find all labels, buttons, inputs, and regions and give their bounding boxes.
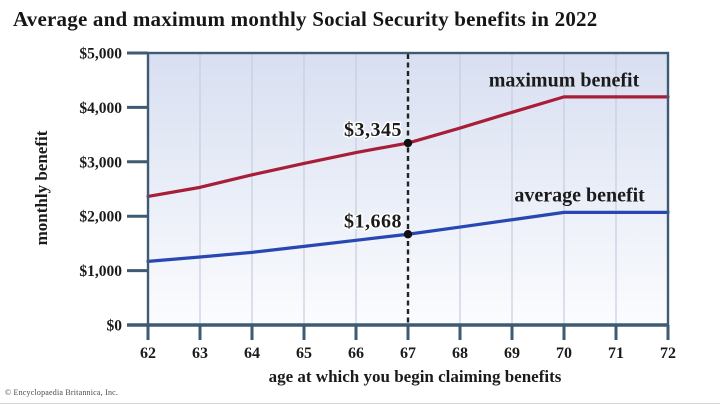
x-tick-label-72: 72 xyxy=(660,345,676,362)
x-tick-label-70: 70 xyxy=(556,345,572,362)
annotation-label-3345: $3,345 xyxy=(344,119,402,141)
data-point-marker-1668 xyxy=(403,230,413,239)
x-tick-label-68: 68 xyxy=(452,345,468,362)
x-axis-title: age at which you begin claiming benefits xyxy=(269,367,562,386)
axis-labels: $0 $1,000 $2,000 $3,000 $4,000 $5,000 62 63 64 65… xyxy=(32,46,676,387)
x-tick-label-66: 66 xyxy=(348,345,364,362)
series-label-maximum-benefit: maximum benefit xyxy=(489,70,640,92)
x-tick-label-71: 71 xyxy=(608,345,624,362)
x-tick-label-63: 63 xyxy=(192,345,208,362)
annotations: maximum benefit average benefit $3,345 $1,6… xyxy=(343,70,645,239)
y-tick-label-2000: $2,000 xyxy=(79,209,122,226)
y-tick-label-0: $0 xyxy=(107,318,123,335)
x-tick-label-62: 62 xyxy=(140,345,156,362)
x-tick-label-65: 65 xyxy=(296,345,312,362)
series-label-average-benefit: average benefit xyxy=(514,185,645,207)
data-point-marker-3345 xyxy=(403,138,413,148)
x-tick-label-64: 64 xyxy=(244,345,260,362)
y-axis-title: monthly benefit xyxy=(32,130,51,245)
chart-title: Average and maximum monthly Social Secur… xyxy=(13,7,598,31)
x-tick-label-67: 67 xyxy=(400,345,416,362)
y-tick-label-3000: $3,000 xyxy=(79,154,122,171)
y-tick-label-5000: $5,000 xyxy=(79,46,122,63)
copyright-note: © Encyclopaedia Britannica, Inc. xyxy=(5,388,119,397)
axes-frame xyxy=(127,51,670,340)
x-tick-label-69: 69 xyxy=(504,345,520,362)
y-tick-label-1000: $1,000 xyxy=(79,263,122,280)
annotation-label-1668: $1,668 xyxy=(344,210,402,232)
y-tick-label-4000: $4,000 xyxy=(79,100,122,117)
